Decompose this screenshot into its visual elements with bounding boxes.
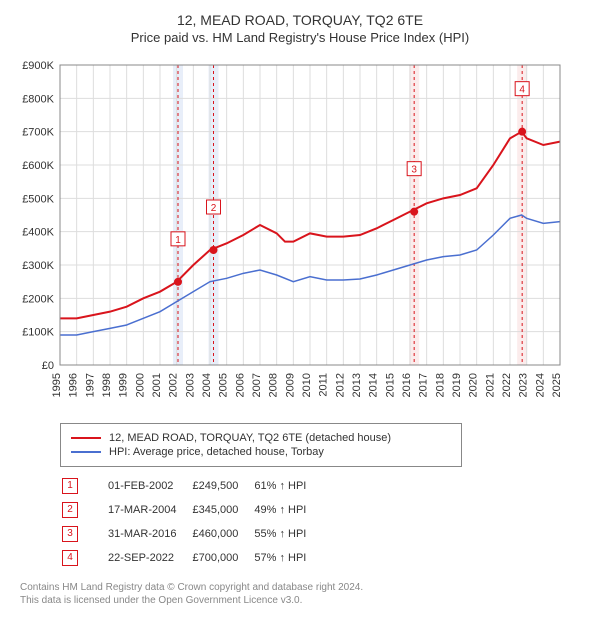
svg-text:£100K: £100K <box>22 327 54 339</box>
svg-text:3: 3 <box>411 165 417 176</box>
sale-price: £460,000 <box>192 523 252 545</box>
svg-text:2002: 2002 <box>168 373 180 397</box>
sale-vs-hpi: 61% ↑ HPI <box>254 475 320 497</box>
marker-badge: 3 <box>62 526 78 542</box>
svg-text:1995: 1995 <box>51 373 63 397</box>
svg-text:2020: 2020 <box>468 373 480 397</box>
page-subtitle: Price paid vs. HM Land Registry's House … <box>10 30 590 45</box>
svg-text:2022: 2022 <box>501 373 513 397</box>
marker-badge: 1 <box>62 478 78 494</box>
svg-text:£600K: £600K <box>22 160 54 172</box>
legend-label: HPI: Average price, detached house, Torb… <box>109 446 324 458</box>
sale-vs-hpi: 55% ↑ HPI <box>254 523 320 545</box>
table-row: 4 22-SEP-2022£700,00057% ↑ HPI <box>62 547 320 569</box>
sale-date: 01-FEB-2002 <box>108 475 190 497</box>
page-title: 12, MEAD ROAD, TORQUAY, TQ2 6TE <box>10 12 590 28</box>
svg-text:2009: 2009 <box>284 373 296 397</box>
svg-text:2013: 2013 <box>351 373 363 397</box>
sale-price: £345,000 <box>192 499 252 521</box>
legend-item: 12, MEAD ROAD, TORQUAY, TQ2 6TE (detache… <box>71 432 451 444</box>
svg-text:2019: 2019 <box>451 373 463 397</box>
table-row: 3 31-MAR-2016£460,00055% ↑ HPI <box>62 523 320 545</box>
table-row: 2 17-MAR-2004£345,00049% ↑ HPI <box>62 499 320 521</box>
svg-text:2024: 2024 <box>534 373 546 397</box>
svg-text:2006: 2006 <box>234 373 246 397</box>
sale-vs-hpi: 49% ↑ HPI <box>254 499 320 521</box>
svg-text:2010: 2010 <box>301 373 313 397</box>
svg-text:2005: 2005 <box>218 373 230 397</box>
svg-text:2016: 2016 <box>401 373 413 397</box>
svg-text:2018: 2018 <box>434 373 446 397</box>
marker-badge: 4 <box>62 550 78 566</box>
legend-swatch <box>71 437 101 439</box>
table-row: 1 01-FEB-2002£249,50061% ↑ HPI <box>62 475 320 497</box>
svg-text:£900K: £900K <box>22 60 54 72</box>
svg-text:2015: 2015 <box>384 373 396 397</box>
footer-line: This data is licensed under the Open Gov… <box>20 594 590 607</box>
sale-date: 31-MAR-2016 <box>108 523 190 545</box>
legend-swatch <box>71 451 101 453</box>
svg-text:1: 1 <box>175 235 181 246</box>
svg-text:£0: £0 <box>42 360 54 372</box>
sale-price: £700,000 <box>192 547 252 569</box>
svg-text:2012: 2012 <box>334 373 346 397</box>
svg-text:2017: 2017 <box>418 373 430 397</box>
svg-text:£400K: £400K <box>22 227 54 239</box>
svg-text:2001: 2001 <box>151 373 163 397</box>
legend: 12, MEAD ROAD, TORQUAY, TQ2 6TE (detache… <box>60 423 462 467</box>
svg-text:2025: 2025 <box>551 373 563 397</box>
footer-attribution: Contains HM Land Registry data © Crown c… <box>20 581 590 607</box>
svg-text:£500K: £500K <box>22 193 54 205</box>
svg-text:2008: 2008 <box>268 373 280 397</box>
svg-text:2011: 2011 <box>318 373 330 397</box>
svg-text:2014: 2014 <box>368 373 380 397</box>
svg-text:1997: 1997 <box>84 373 96 397</box>
svg-text:£700K: £700K <box>22 127 54 139</box>
legend-label: 12, MEAD ROAD, TORQUAY, TQ2 6TE (detache… <box>109 432 391 444</box>
svg-text:£200K: £200K <box>22 293 54 305</box>
svg-text:2003: 2003 <box>184 373 196 397</box>
svg-text:2: 2 <box>211 203 217 214</box>
sale-date: 17-MAR-2004 <box>108 499 190 521</box>
svg-text:1996: 1996 <box>68 373 80 397</box>
legend-item: HPI: Average price, detached house, Torb… <box>71 446 451 458</box>
sale-price: £249,500 <box>192 475 252 497</box>
sale-vs-hpi: 57% ↑ HPI <box>254 547 320 569</box>
svg-text:1999: 1999 <box>118 373 130 397</box>
svg-text:£300K: £300K <box>22 260 54 272</box>
sales-table: 1 01-FEB-2002£249,50061% ↑ HPI 2 17-MAR-200… <box>60 473 322 571</box>
sale-date: 22-SEP-2022 <box>108 547 190 569</box>
svg-text:4: 4 <box>519 85 525 96</box>
svg-text:1998: 1998 <box>101 373 113 397</box>
svg-text:2021: 2021 <box>484 373 496 397</box>
price-chart: £0 £100K £200K £300K £400K £500K £600K £700K £80… <box>10 55 590 415</box>
footer-line: Contains HM Land Registry data © Crown c… <box>20 581 590 594</box>
svg-text:£800K: £800K <box>22 93 54 105</box>
svg-text:2007: 2007 <box>251 373 263 397</box>
svg-text:2023: 2023 <box>518 373 530 397</box>
svg-text:2004: 2004 <box>201 373 213 397</box>
marker-badge: 2 <box>62 502 78 518</box>
svg-text:2000: 2000 <box>134 373 146 397</box>
